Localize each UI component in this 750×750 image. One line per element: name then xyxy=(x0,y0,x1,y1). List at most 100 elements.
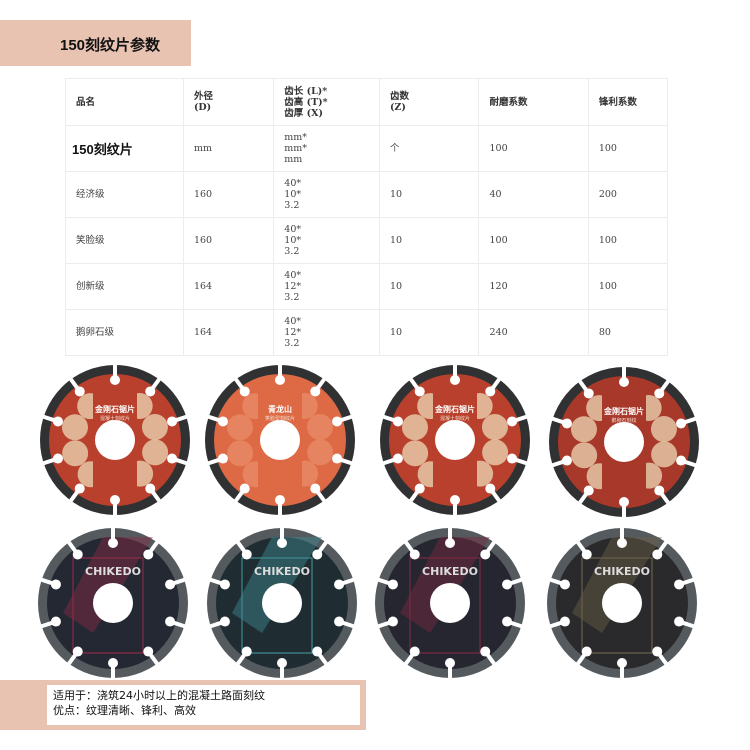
table-cell: 200 xyxy=(587,171,669,218)
cell-line: mm* xyxy=(284,143,308,154)
table-cell: 100 xyxy=(587,125,669,172)
cell-line: 12* xyxy=(284,327,302,338)
spec-table: 品名 外径 (D) 齿长 (L)* 齿高 (T)* 齿厚 (X) 齿数 (Z) 耐磨系数 锋利系数… xyxy=(65,78,669,356)
cell-line: (Z) xyxy=(389,102,406,113)
table-row: 鹅卵石级 164 40* 12* 3.2 10 240 80 xyxy=(65,309,669,356)
table-cell: 10 xyxy=(378,309,480,356)
table-cell: 40* 12* 3.2 xyxy=(273,263,380,310)
table-cell: 40* 10* 3.2 xyxy=(273,171,380,218)
saw-blade-image: CHIKEDO xyxy=(36,523,190,683)
blade-subtitle: 混凝土刻纹片 xyxy=(100,415,130,422)
table-cell: 10 xyxy=(378,263,480,310)
cell-line: 164 xyxy=(193,281,213,292)
cell-line: 齿长 (L)* xyxy=(284,85,328,97)
cell-line: 40 xyxy=(489,189,502,200)
cell-line: 3.2 xyxy=(284,338,300,349)
saw-blade-image: CHIKEDO xyxy=(545,523,699,683)
table-cell: 锋利系数 xyxy=(587,78,669,126)
cell-line: 40* xyxy=(284,178,302,189)
table-cell: 品名 xyxy=(65,78,184,126)
table-cell: 外径 (D) xyxy=(182,78,275,126)
cell-line: 120 xyxy=(489,281,508,292)
title-banner: 150刻纹片参数 xyxy=(0,20,191,66)
table-cell: 80 xyxy=(587,309,669,356)
cell-line: 240 xyxy=(489,327,508,338)
cell-line: 100 xyxy=(598,143,617,154)
table-cell: 40 xyxy=(478,171,589,218)
table-cell: 10 xyxy=(378,217,480,264)
table-cell: 160 xyxy=(182,217,275,264)
cell-line: 200 xyxy=(598,189,617,200)
cell-line: 160 xyxy=(193,235,213,246)
table-cell: 164 xyxy=(182,263,275,310)
cell-line: 10 xyxy=(389,189,403,200)
cell-line: 齿数 xyxy=(389,91,409,102)
cell-line: 3.2 xyxy=(284,246,300,257)
table-cell: 个 xyxy=(378,125,480,172)
cell-line: 耐磨系数 xyxy=(489,96,528,108)
cell-line: 10 xyxy=(389,327,403,338)
table-cell: 40* 12* 3.2 xyxy=(273,309,380,356)
blade-brand-label: 青龙山 xyxy=(268,404,292,414)
page-title: 150刻纹片参数 xyxy=(60,37,161,54)
cell-line: 锋利系数 xyxy=(598,96,637,108)
cell-line: 100 xyxy=(489,143,508,154)
table-cell: 240 xyxy=(478,309,589,356)
table-cell: 100 xyxy=(587,217,669,264)
cell-line: 笑脸级 xyxy=(76,235,105,246)
blade-brand-label: CHIKEDO xyxy=(594,565,650,578)
cell-line: (D) xyxy=(193,102,212,113)
cell-line: 164 xyxy=(193,327,213,338)
cell-line: 10 xyxy=(389,235,403,246)
cell-line: mm* xyxy=(284,132,308,143)
table-cell: 120 xyxy=(478,263,589,310)
table-cell: 鹅卵石级 xyxy=(65,309,184,356)
cell-line: 160 xyxy=(193,189,213,200)
footer-advantages: 优点：纹理清晰、锋利、高效 xyxy=(53,704,196,717)
cell-line: 40* xyxy=(284,316,302,327)
cell-line: 品名 xyxy=(76,96,96,108)
table-cell: 创新级 xyxy=(65,263,184,310)
table-row: 创新级 164 40* 12* 3.2 10 120 100 xyxy=(65,263,669,310)
table-cell: mm* mm* mm xyxy=(273,125,380,172)
blade-brand-label: CHIKEDO xyxy=(254,565,310,578)
cell-line: 100 xyxy=(489,235,508,246)
blade-brand-label: CHIKEDO xyxy=(85,565,141,578)
table-header-row: 品名 外径 (D) 齿长 (L)* 齿高 (T)* 齿厚 (X) 齿数 (Z) 耐磨系数 锋利系数 xyxy=(65,78,669,126)
blade-brand-label: 金刚石锯片 xyxy=(434,404,475,414)
table-row: 笑脸级 160 40* 10* 3.2 10 100 100 xyxy=(65,217,669,264)
blade-brand-label: 金刚石锯片 xyxy=(94,404,135,414)
cell-line: 创新级 xyxy=(76,281,105,292)
cell-line: 齿高 (T)* xyxy=(284,96,328,108)
saw-blade-image: CHIKEDO xyxy=(373,523,527,683)
cell-line: 150刻纹片 xyxy=(72,142,133,157)
cell-line: mm xyxy=(193,143,212,154)
table-cell: 164 xyxy=(182,309,275,356)
cell-line: mm xyxy=(284,154,303,165)
saw-blade-image: CHIKEDO xyxy=(205,523,359,683)
cell-line: 10 xyxy=(389,281,403,292)
cell-line: 齿厚 (X) xyxy=(284,107,323,119)
cell-line: 10* xyxy=(284,189,302,200)
cell-line: 40* xyxy=(284,224,302,235)
table-cell: 经济级 xyxy=(65,171,184,218)
cell-line: 经济级 xyxy=(76,189,105,200)
table-cell: 齿数 (Z) xyxy=(378,78,480,126)
table-cell: 100 xyxy=(478,217,589,264)
table-cell: 笑脸级 xyxy=(65,217,184,264)
cell-line: 12* xyxy=(284,281,302,292)
cell-line: 100 xyxy=(598,281,617,292)
table-cell: 10 xyxy=(378,171,480,218)
table-cell: mm xyxy=(182,125,275,172)
footer-usage: 适用于：浇筑24小时以上的混凝土路面刻纹 xyxy=(53,689,265,702)
table-cell: 160 xyxy=(182,171,275,218)
blade-brand-label: CHIKEDO xyxy=(422,565,478,578)
cell-line: 外径 xyxy=(193,91,213,102)
cell-line: 40* xyxy=(284,270,302,281)
table-cell: 齿长 (L)* 齿高 (T)* 齿厚 (X) xyxy=(273,78,380,126)
table-row: 经济级 160 40* 10* 3.2 10 40 200 xyxy=(65,171,669,218)
